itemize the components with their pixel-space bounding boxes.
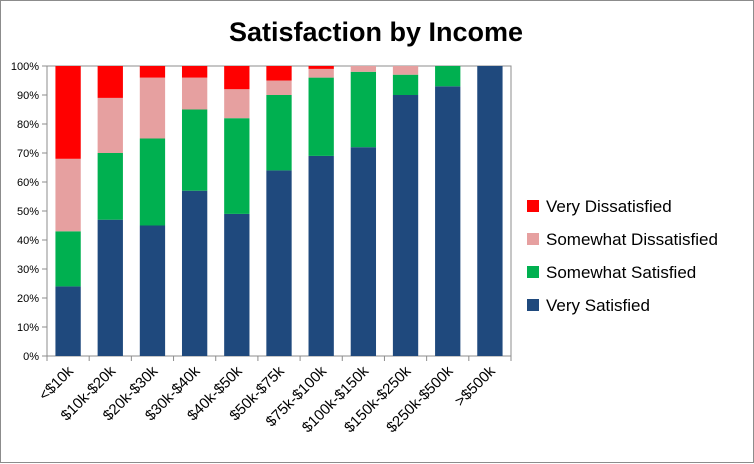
bar-segment <box>477 66 503 356</box>
bar-segment <box>392 74 419 95</box>
bar-segment <box>435 66 461 87</box>
bar-segment <box>266 95 292 171</box>
y-tick-label: 40% <box>17 235 39 247</box>
bar-segment <box>97 97 123 153</box>
bar-segment <box>97 153 123 220</box>
bar-segment <box>266 80 292 95</box>
bar-segment <box>97 219 123 356</box>
legend-label: Very Satisfied <box>546 296 650 315</box>
y-tick-label: 30% <box>17 264 39 276</box>
y-tick-label: 80% <box>17 119 39 131</box>
y-tick-label: 10% <box>17 322 39 334</box>
bar-segment <box>139 77 166 139</box>
bar-segment <box>350 147 377 356</box>
y-tick-label: 70% <box>17 148 39 160</box>
bar-segment <box>435 86 461 357</box>
bar-segment <box>308 68 334 78</box>
chart-axes: 0% 10% 20% 30% 40% 50% 60% 70% 80% 90% 100% <box>11 61 512 363</box>
y-tick-label: 20% <box>17 293 39 305</box>
bar-segment <box>350 66 377 72</box>
bar-segment <box>181 190 208 356</box>
chart-bars <box>55 66 503 357</box>
bar-segment <box>224 118 250 214</box>
legend-label: Somewhat Satisfied <box>546 263 696 282</box>
bar-segment <box>55 286 81 356</box>
y-tick-label: 100% <box>11 61 39 73</box>
bar-segment <box>224 66 250 90</box>
chart-title: Satisfaction by Income <box>229 17 523 47</box>
bar-segment <box>181 66 208 78</box>
legend-label: Somewhat Dissatisfied <box>546 230 718 249</box>
y-tick-label: 0% <box>23 351 39 363</box>
bar-segment <box>350 71 377 148</box>
bar-segment <box>55 231 81 287</box>
y-tick-label: 50% <box>17 206 39 218</box>
bar-segment <box>392 66 419 75</box>
bar-segment <box>181 109 208 191</box>
bar-segment <box>181 77 208 110</box>
bar-segment <box>55 158 81 232</box>
bar-segment <box>392 95 419 356</box>
chart-legend: Very Dissatisfied Somewhat Dissatisfied So… <box>527 197 718 315</box>
bar-segment <box>55 66 81 159</box>
bar-segment <box>308 155 334 356</box>
x-axis-labels: <$10k$10k-$20k$20k-$30k$30k-$40k$40k-$50… <box>36 362 499 436</box>
bar-segment <box>139 66 166 78</box>
y-tick-label: 90% <box>17 90 39 102</box>
legend-swatch <box>527 266 539 278</box>
legend-label: Very Dissatisfied <box>546 197 672 216</box>
x-tick-label: >$500k <box>452 362 499 409</box>
legend-swatch <box>527 200 539 212</box>
bar-segment <box>266 170 292 356</box>
bar-segment <box>308 66 334 69</box>
legend-swatch <box>527 233 539 245</box>
bar-segment <box>139 225 166 356</box>
legend-swatch <box>527 299 539 311</box>
bar-segment <box>308 77 334 156</box>
bar-segment <box>224 213 250 356</box>
bar-segment <box>224 89 250 119</box>
bar-segment <box>266 66 292 81</box>
bar-segment <box>97 66 123 98</box>
bar-segment <box>139 138 166 226</box>
y-tick-label: 60% <box>17 177 39 189</box>
